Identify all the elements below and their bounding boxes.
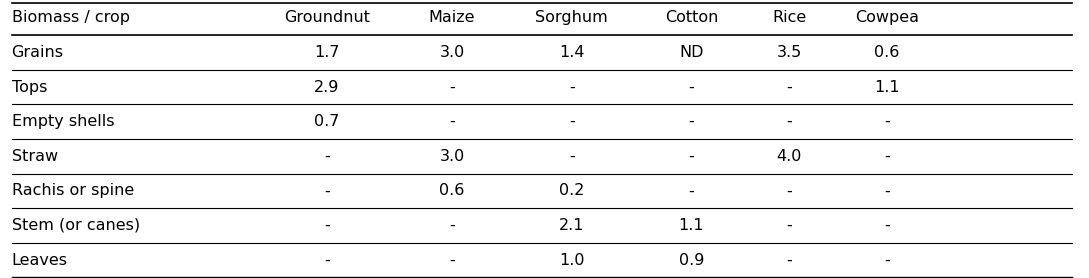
Text: -: - — [884, 218, 890, 233]
Text: ND: ND — [680, 45, 703, 60]
Text: -: - — [884, 114, 890, 129]
Text: -: - — [325, 149, 330, 164]
Text: -: - — [884, 252, 890, 267]
Text: Empty shells: Empty shells — [12, 114, 114, 129]
Text: Leaves: Leaves — [12, 252, 68, 267]
Text: 3.0: 3.0 — [440, 45, 465, 60]
Text: -: - — [786, 218, 792, 233]
Text: 4.0: 4.0 — [776, 149, 802, 164]
Text: -: - — [568, 114, 575, 129]
Text: -: - — [449, 114, 455, 129]
Text: Groundnut: Groundnut — [284, 11, 370, 26]
Text: -: - — [568, 149, 575, 164]
Text: -: - — [449, 80, 455, 95]
Text: -: - — [688, 183, 694, 198]
Text: Cowpea: Cowpea — [855, 11, 919, 26]
Text: -: - — [884, 183, 890, 198]
Text: 0.9: 0.9 — [678, 252, 703, 267]
Text: Biomass / crop: Biomass / crop — [12, 11, 130, 26]
Text: Cotton: Cotton — [664, 11, 718, 26]
Text: Maize: Maize — [429, 11, 475, 26]
Text: -: - — [325, 252, 330, 267]
Text: -: - — [688, 80, 694, 95]
Text: -: - — [884, 149, 890, 164]
Text: 1.1: 1.1 — [678, 218, 705, 233]
Text: -: - — [786, 80, 792, 95]
Text: 0.6: 0.6 — [874, 45, 900, 60]
Text: 2.9: 2.9 — [315, 80, 340, 95]
Text: -: - — [786, 252, 792, 267]
Text: -: - — [449, 218, 455, 233]
Text: Tops: Tops — [12, 80, 47, 95]
Text: 0.2: 0.2 — [559, 183, 585, 198]
Text: -: - — [325, 218, 330, 233]
Text: 0.6: 0.6 — [439, 183, 465, 198]
Text: 0.7: 0.7 — [315, 114, 340, 129]
Text: Stem (or canes): Stem (or canes) — [12, 218, 139, 233]
Text: 1.4: 1.4 — [559, 45, 585, 60]
Text: -: - — [449, 252, 455, 267]
Text: 3.0: 3.0 — [440, 149, 465, 164]
Text: Rice: Rice — [772, 11, 806, 26]
Text: Grains: Grains — [12, 45, 63, 60]
Text: -: - — [688, 149, 694, 164]
Text: 1.1: 1.1 — [874, 80, 900, 95]
Text: -: - — [325, 183, 330, 198]
Text: -: - — [786, 183, 792, 198]
Text: 1.7: 1.7 — [315, 45, 340, 60]
Text: Rachis or spine: Rachis or spine — [12, 183, 134, 198]
Text: Sorghum: Sorghum — [536, 11, 608, 26]
Text: -: - — [786, 114, 792, 129]
Text: -: - — [688, 114, 694, 129]
Text: 2.1: 2.1 — [559, 218, 585, 233]
Text: Straw: Straw — [12, 149, 58, 164]
Text: -: - — [568, 80, 575, 95]
Text: 1.0: 1.0 — [559, 252, 585, 267]
Text: 3.5: 3.5 — [776, 45, 802, 60]
